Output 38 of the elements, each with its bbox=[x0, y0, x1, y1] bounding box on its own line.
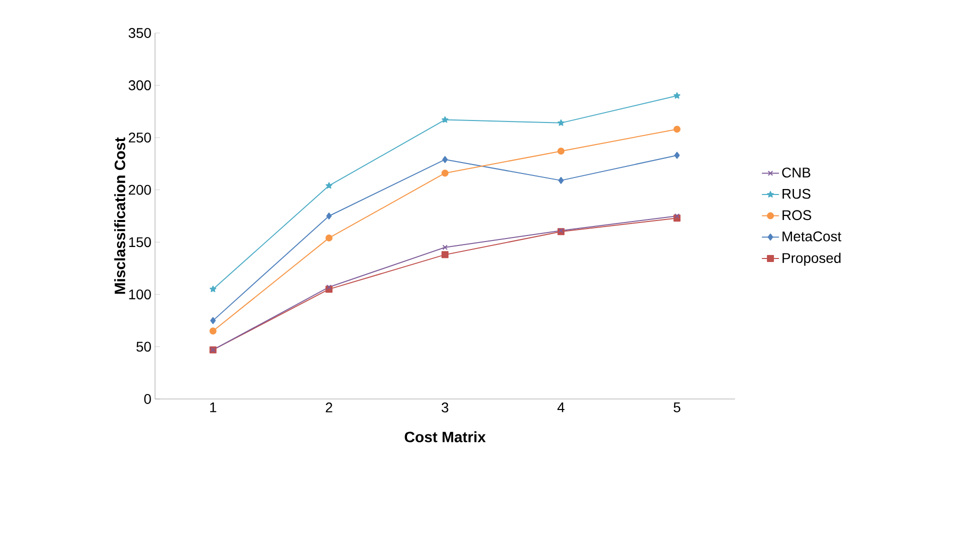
point bbox=[442, 156, 448, 164]
point bbox=[558, 148, 564, 155]
point bbox=[326, 234, 333, 242]
point bbox=[442, 244, 448, 250]
point bbox=[326, 212, 332, 220]
point bbox=[442, 170, 449, 177]
point bbox=[326, 284, 332, 290]
x-axis-title: Cost Matrix bbox=[404, 431, 486, 442]
point bbox=[210, 317, 216, 324]
x-tick-label: 3 bbox=[442, 402, 448, 412]
point bbox=[210, 286, 216, 292]
legend-label: ROS bbox=[782, 210, 812, 220]
x-tick-label: 5 bbox=[674, 402, 680, 412]
point bbox=[558, 119, 564, 126]
y-axis-title: Misclassification Cost bbox=[114, 137, 126, 294]
point bbox=[442, 116, 448, 123]
legend-label: Proposed bbox=[782, 252, 840, 266]
legend-label: CNB bbox=[782, 168, 810, 178]
y-tick-label: 300 bbox=[128, 80, 151, 90]
point bbox=[210, 328, 217, 335]
y-tick-label: 100 bbox=[129, 289, 151, 300]
point bbox=[674, 152, 680, 159]
y-tick-label: 200 bbox=[128, 184, 151, 195]
point bbox=[326, 182, 332, 189]
point bbox=[674, 126, 680, 133]
x-tick-label: 1 bbox=[210, 402, 216, 412]
point bbox=[442, 251, 449, 258]
y-tick-label: 0 bbox=[144, 394, 151, 404]
legend-label: RUS bbox=[782, 188, 810, 199]
point bbox=[558, 176, 564, 184]
point bbox=[674, 92, 680, 99]
y-tick-label: 350 bbox=[128, 28, 151, 38]
y-tick-label: 50 bbox=[136, 342, 151, 352]
legend-label: MetaCost bbox=[782, 231, 842, 242]
y-tick-label: 150 bbox=[129, 237, 151, 248]
x-tick-label: 2 bbox=[326, 402, 332, 412]
y-tick-label: 250 bbox=[128, 132, 151, 143]
x-tick-label: 4 bbox=[557, 402, 564, 412]
